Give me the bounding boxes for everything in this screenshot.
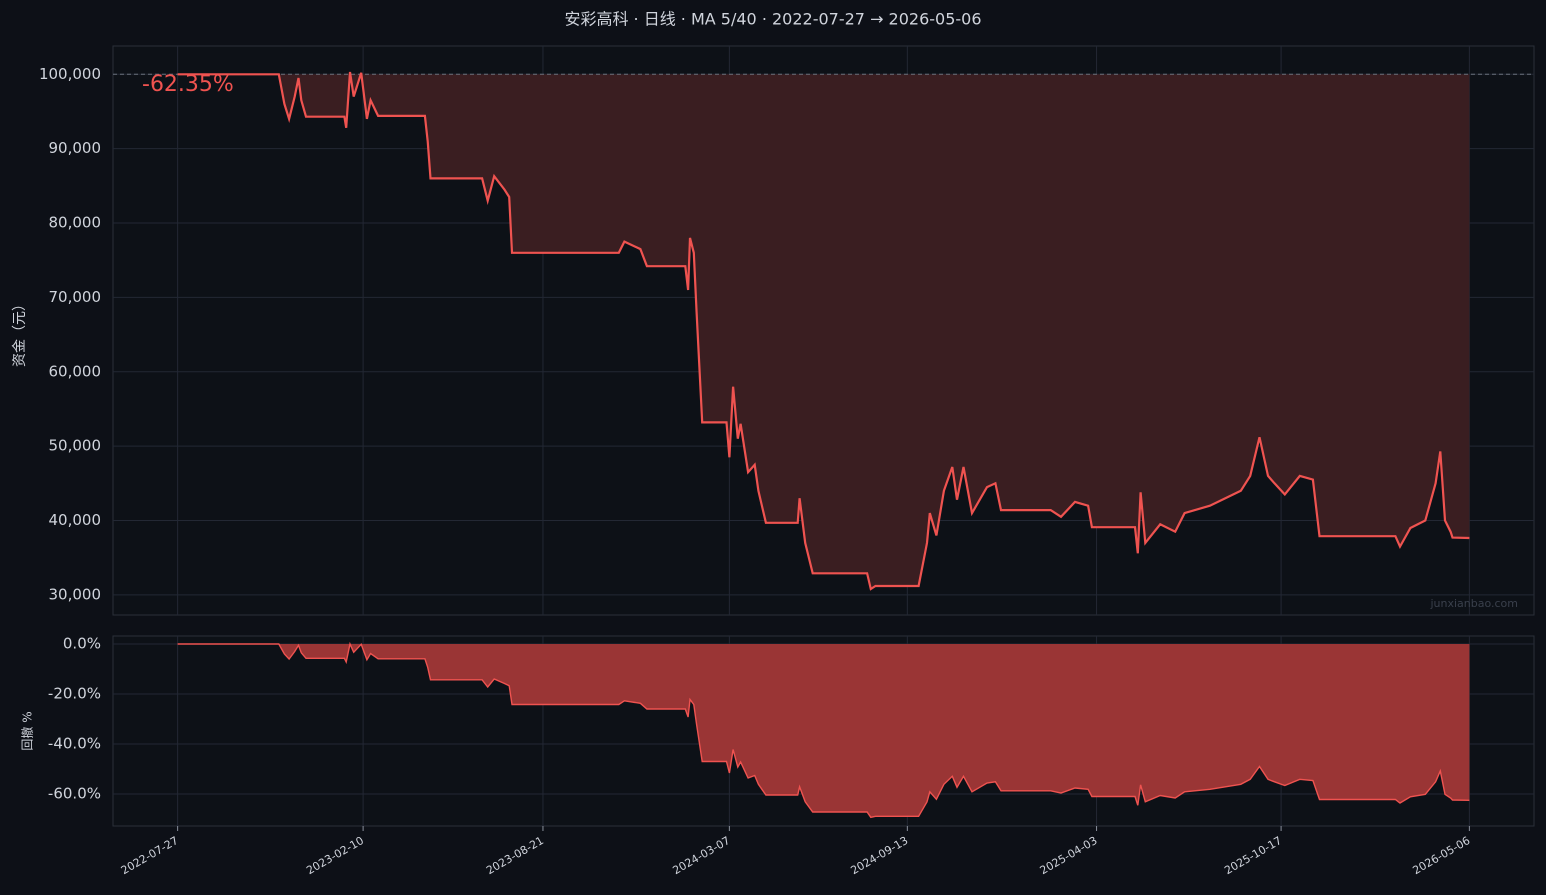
y-axis-label: 资金（元） bbox=[12, 297, 28, 367]
chart-title: 安彩高科 · 日线 · MA 5/40 · 2022-07-27 → 2026-… bbox=[564, 10, 981, 29]
y-tick-label: 70,000 bbox=[49, 288, 102, 306]
return-annotation: -62.35% bbox=[142, 72, 234, 97]
y-tick-label: 40,000 bbox=[49, 511, 102, 529]
drawdown-area bbox=[177, 644, 1470, 818]
equity-area bbox=[177, 72, 1470, 589]
y-tick-label: 100,000 bbox=[39, 65, 101, 83]
y-tick-label: -20.0% bbox=[48, 685, 101, 703]
y-tick-label: -60.0% bbox=[48, 785, 101, 803]
y-axis-label: 回撤 % bbox=[20, 711, 35, 750]
equity-line bbox=[177, 71, 1470, 591]
y-tick-label: 60,000 bbox=[49, 362, 102, 380]
y-tick-label: 80,000 bbox=[49, 214, 102, 232]
y-tick-label: 50,000 bbox=[49, 437, 102, 455]
y-tick-label: 30,000 bbox=[49, 585, 102, 603]
y-tick-label: 90,000 bbox=[49, 139, 102, 157]
y-tick-label: 0.0% bbox=[63, 635, 101, 653]
y-tick-label: -40.0% bbox=[48, 735, 101, 753]
drawdown-line bbox=[177, 641, 1470, 819]
watermark: junxianbao.com bbox=[1429, 597, 1518, 610]
